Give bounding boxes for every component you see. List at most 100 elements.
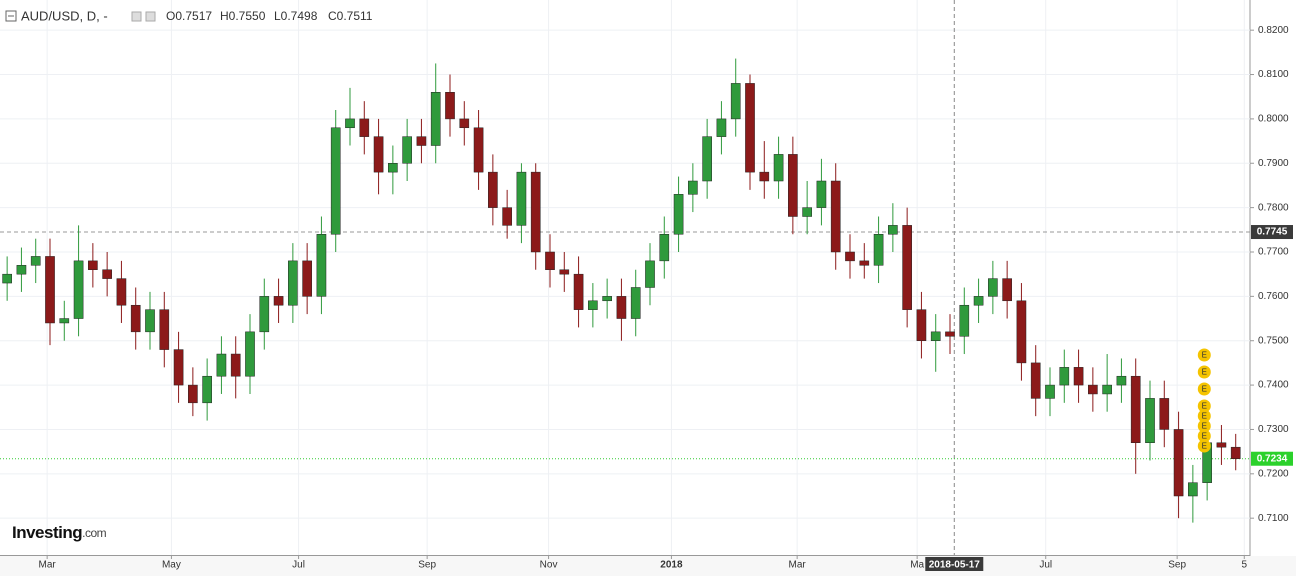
candle-body (973, 296, 984, 306)
candle-body (802, 207, 812, 217)
x-tick-label: Sep (418, 560, 436, 571)
candle-body (59, 318, 70, 324)
candle-body (1216, 442, 1227, 448)
candle-body (616, 296, 627, 319)
candle-body (630, 287, 641, 319)
candle-body (645, 260, 655, 288)
candle-body (759, 171, 770, 182)
event-label: E (1202, 442, 1207, 451)
y-tick-label: 0.7100 (1258, 513, 1289, 524)
candle-body (73, 260, 84, 319)
event-marker[interactable] (1197, 365, 1211, 379)
candle-body (959, 304, 970, 337)
ohlc-value: C0.7511 (328, 9, 373, 23)
candle-body (688, 180, 698, 195)
candle-body (930, 331, 941, 341)
candle-body (445, 92, 455, 120)
event-marker[interactable] (1197, 399, 1211, 413)
candle-body (1102, 384, 1112, 395)
event-marker[interactable] (1197, 419, 1211, 433)
candle-body (1145, 398, 1155, 444)
last-price-badge (1251, 451, 1293, 466)
event-marker[interactable] (1197, 429, 1211, 443)
crosshair-price-badge (1251, 225, 1293, 240)
candle-body (1130, 375, 1141, 444)
candle-body (45, 256, 55, 324)
event-marker[interactable] (1197, 382, 1211, 396)
event-label: E (1202, 351, 1207, 360)
logo-main: Investing (12, 523, 82, 542)
candle-body (459, 118, 470, 129)
candle-body (402, 136, 412, 164)
y-tick-label: 0.7700 (1258, 247, 1289, 258)
event-label: E (1202, 432, 1207, 441)
candle-body (388, 163, 398, 173)
candle-body (659, 233, 670, 262)
candle-body (1059, 367, 1070, 386)
candle-body (2, 273, 12, 284)
candle-body (830, 180, 841, 253)
event-label: E (1202, 385, 1207, 394)
x-tick-label: Mar (789, 560, 807, 571)
candle-body (1159, 398, 1170, 430)
candle-body (716, 118, 727, 137)
candle-body (1030, 362, 1041, 399)
y-tick-label: 0.7200 (1258, 468, 1289, 479)
candle-body (702, 136, 712, 182)
candle-body (859, 260, 870, 266)
x-tick-label: 5 (1242, 560, 1248, 571)
event-marker[interactable] (1197, 348, 1211, 362)
y-tick-label: 0.8200 (1258, 25, 1289, 36)
candle-body (1173, 429, 1184, 497)
y-tick-label: 0.7400 (1258, 380, 1289, 391)
candle-body (773, 154, 784, 182)
y-tick-label: 0.7300 (1258, 424, 1289, 435)
candle-body (88, 260, 98, 270)
x-tick-label: Mar (39, 560, 57, 571)
candle-body (988, 278, 998, 297)
candle-body (188, 384, 198, 404)
candle-body (1016, 300, 1027, 364)
candle-body (159, 309, 170, 350)
x-tick-label: Nov (540, 560, 558, 571)
settings-icon[interactable] (131, 11, 142, 22)
x-tick-label: Jul (1039, 560, 1052, 571)
y-tick-label: 0.7600 (1258, 291, 1289, 302)
x-tick-label: May (162, 560, 181, 571)
candle-body (345, 118, 355, 129)
candle-body (888, 225, 898, 235)
x-tick-label: Sep (1168, 560, 1186, 571)
candle-body (873, 233, 884, 266)
y-tick-label: 0.8100 (1258, 69, 1289, 80)
candle-body (216, 353, 227, 377)
candle-body (130, 304, 141, 333)
candle-body (945, 331, 955, 337)
candle-body (588, 300, 598, 310)
candle-body (745, 83, 755, 173)
candle-body (559, 269, 570, 275)
ohlc-value: O0.7517 (166, 9, 212, 23)
event-label: E (1202, 368, 1207, 377)
candle-body (30, 256, 41, 266)
y-tick-label: 0.8000 (1258, 114, 1289, 125)
close-icon[interactable] (145, 11, 156, 22)
candle-body (502, 207, 512, 226)
y-tick-label: 0.7800 (1258, 202, 1289, 213)
candle-body (373, 136, 384, 173)
x-tick-label: 2018 (660, 560, 683, 571)
event-marker[interactable] (1197, 439, 1211, 453)
candle-body (302, 260, 312, 297)
candle-body (816, 180, 827, 208)
event-marker[interactable] (1197, 409, 1211, 423)
candle-body (488, 171, 498, 208)
candle-body (730, 83, 741, 120)
candle-body (116, 278, 127, 306)
candle-body (845, 251, 855, 262)
event-label: E (1202, 402, 1207, 411)
candle-body (102, 269, 112, 279)
candle-body (673, 194, 684, 235)
candle-body (473, 127, 484, 173)
ohlc-value: L0.7498 (274, 9, 318, 23)
